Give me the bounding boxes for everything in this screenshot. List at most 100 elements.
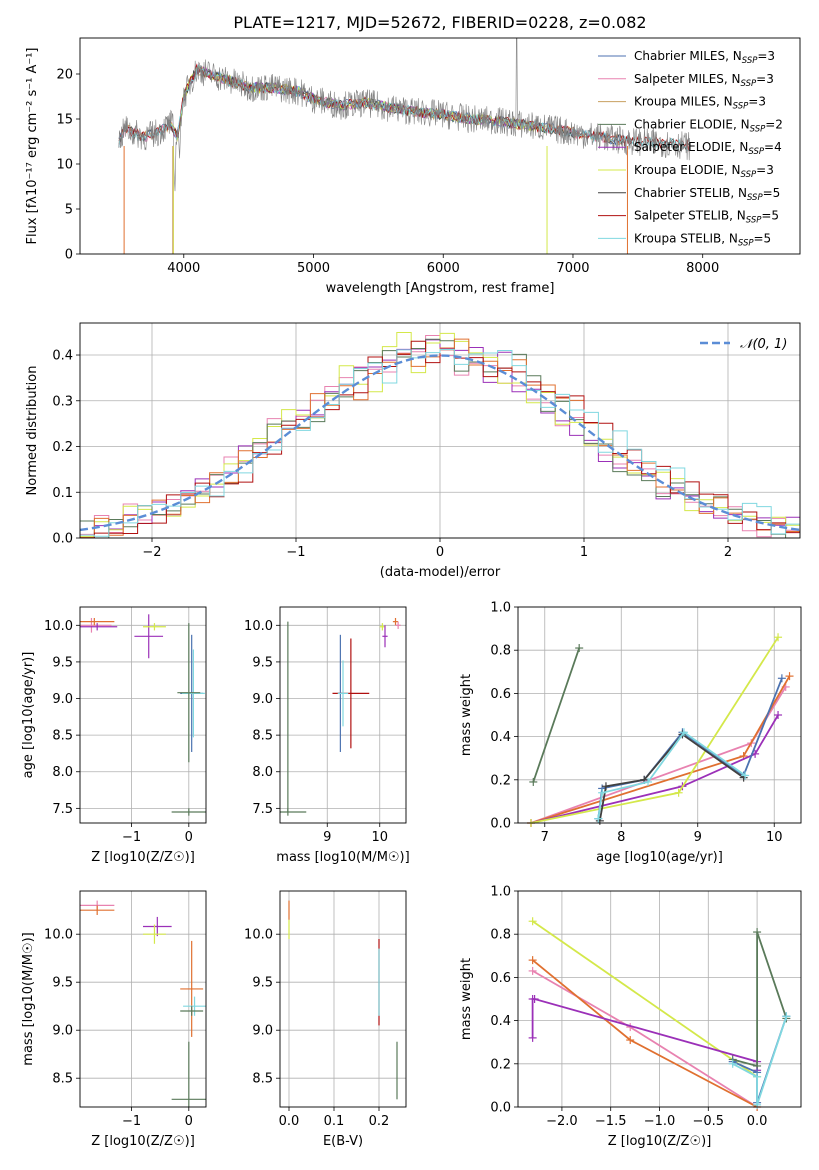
- y-tick-label: 0.3: [52, 394, 73, 409]
- errorbars: [80, 614, 206, 816]
- y-tick-label: 1.0: [490, 885, 511, 900]
- y-tick-label: 15: [56, 113, 73, 128]
- y-tick-label: 8.5: [252, 729, 273, 744]
- weight-series: [732, 1016, 788, 1106]
- weight-series: [597, 677, 783, 819]
- y-tick-label: 10.0: [244, 928, 273, 943]
- y-tick-label: 8.5: [52, 1072, 73, 1087]
- y-tick-label: 0: [65, 248, 73, 263]
- legend-subscript: SSP: [748, 147, 764, 157]
- legend-subscript: SSP: [741, 79, 757, 89]
- weight-series: [732, 1016, 788, 1103]
- y-tick-label: 9.0: [252, 1024, 273, 1039]
- axes-frame: [517, 606, 802, 824]
- panel-residuals: −2 −1 0 1 2 0.0 0.1 0.2 0.3 0.4 (data-model)/error…: [25, 322, 801, 580]
- model-line: [118, 63, 690, 152]
- x-tick-label: −1: [286, 545, 305, 560]
- y-tick-label: 9.5: [252, 655, 273, 670]
- y-tick-label: 0.0: [52, 532, 73, 547]
- y-tick-label: 10.0: [244, 619, 273, 634]
- legend-subscript: SSP: [738, 238, 754, 248]
- y-tick-label: 0.4: [490, 730, 511, 745]
- y-tick-label: 20: [56, 68, 73, 83]
- x-axis-label: mass [log10(M/M☉)]: [276, 850, 409, 865]
- normal-curve: [80, 354, 800, 532]
- axes-frame: [279, 890, 407, 1108]
- legend-label: Chabrier MILES, NSSP=3: [634, 49, 775, 66]
- y-tick-label: 0.2: [52, 440, 73, 455]
- y-tick-label: 9.5: [52, 976, 73, 991]
- y-tick-label: 10: [56, 158, 73, 173]
- axes-frame: [79, 37, 801, 255]
- x-axis-label: Z [log10(Z/Z☉)]: [608, 1134, 712, 1149]
- y-tick-label: 7.5: [252, 802, 273, 817]
- x-tick-label: 0: [185, 830, 193, 845]
- legend-suffix: =5: [754, 231, 772, 245]
- y-tick-label: 5: [65, 203, 73, 218]
- legend-label: Kroupa STELIB, NSSP=5: [634, 231, 771, 248]
- x-tick-label: 1: [580, 545, 588, 560]
- legend-subscript: SSP: [746, 216, 762, 226]
- x-tick-label: 0.1: [324, 1114, 345, 1129]
- x-axis-label: wavelength [Angstrom, rest frame]: [326, 281, 555, 296]
- x-tick-label: 4000: [167, 261, 200, 276]
- y-axis-label: mass weight: [459, 674, 474, 756]
- y-tick-label: 0.8: [490, 928, 511, 943]
- weight-series: [530, 636, 779, 824]
- y-tick-label: 0.6: [490, 687, 511, 702]
- x-tick-label: 7: [541, 830, 549, 845]
- legend-label: Chabrier ELODIE, NSSP=2: [634, 117, 783, 134]
- weight-series: [732, 931, 788, 1068]
- legend-suffix: =3: [757, 49, 775, 63]
- panel-weight-vs-age: 7 8 9 10 0.0 0.2 0.4 0.6 0.8 1.0 age [log10(age/yr…: [459, 601, 802, 865]
- legend-suffix: =3: [756, 72, 774, 86]
- y-axis-label: Normed distribution: [25, 366, 40, 496]
- y-tick-label: 10.0: [44, 928, 73, 943]
- y-tick-label: 10.0: [44, 619, 73, 634]
- y-tick-label: 9.0: [52, 692, 73, 707]
- y-tick-label: 0.2: [490, 1057, 511, 1072]
- figure-title: PLATE=1217, MJD=52672, FIBERID=0228, z=0…: [233, 13, 646, 32]
- observed-spectrum: [118, 38, 690, 192]
- y-tick-label: 9.0: [52, 1024, 73, 1039]
- x-tick-label: 6000: [427, 261, 460, 276]
- weight-series: [531, 998, 758, 1071]
- x-tick-label: 0.0: [747, 1114, 768, 1129]
- legend: Chabrier MILES, NSSP=3 Salpeter MILES, NS…: [598, 49, 783, 248]
- y-tick-label: 0.6: [490, 971, 511, 986]
- legend-label: Kroupa ELODIE, NSSP=3: [634, 163, 774, 180]
- y-tick-label: 0.4: [490, 1014, 511, 1029]
- legend-label: Salpeter MILES, NSSP=3: [634, 72, 774, 89]
- x-tick-label: −1: [122, 1114, 141, 1129]
- y-tick-label: 1.0: [490, 601, 511, 616]
- x-tick-label: 9: [694, 830, 702, 845]
- legend-suffix: =5: [761, 209, 779, 223]
- panel-mass-vs-EBV: 0.0 0.1 0.2 8.5 9.0 9.5 10.0 E(B-V): [244, 890, 407, 1149]
- y-tick-label: 0.8: [490, 644, 511, 659]
- x-tick-label: 0.0: [279, 1114, 300, 1129]
- panel-mass-vs-Z: −1 0 8.5 9.0 9.5 10.0 Z [log10(Z/Z☉)] mass [log…: [21, 890, 207, 1149]
- legend-label: Chabrier STELIB, NSSP=5: [634, 186, 780, 203]
- errorbars: [80, 900, 206, 1107]
- x-axis-label: Z [log10(Z/Z☉)]: [91, 1134, 195, 1149]
- y-tick-label: 9.0: [252, 692, 273, 707]
- legend-label: 𝒩(0, 1): [740, 337, 787, 352]
- x-tick-label: 2: [724, 545, 732, 560]
- axes-frame: [79, 890, 207, 1108]
- legend-label: Salpeter STELIB, NSSP=5: [634, 209, 779, 226]
- hist-group: [80, 332, 800, 538]
- panel-age-vs-mass: 9 10 7.5 8.0 8.5 9.0 9.5 10.0 mass [log10(M/M☉)]: [244, 606, 410, 865]
- axes-frame: [79, 322, 801, 539]
- weight-series: [530, 686, 787, 824]
- x-tick-label: 9: [323, 830, 331, 845]
- y-axis-label: age [log10(age/yr)]: [21, 652, 36, 779]
- y-axis-label: Flux [fλ10⁻¹⁷ erg cm⁻² s⁻¹ A⁻¹]: [25, 48, 40, 245]
- weight-lines: [527, 633, 794, 827]
- y-tick-label: 0.0: [490, 817, 511, 832]
- x-tick-label: −2: [142, 545, 161, 560]
- axes-frame: [517, 890, 802, 1108]
- legend-subscript: SSP: [747, 193, 763, 203]
- y-tick-label: 0.2: [490, 773, 511, 788]
- x-tick-label: 0: [436, 545, 444, 560]
